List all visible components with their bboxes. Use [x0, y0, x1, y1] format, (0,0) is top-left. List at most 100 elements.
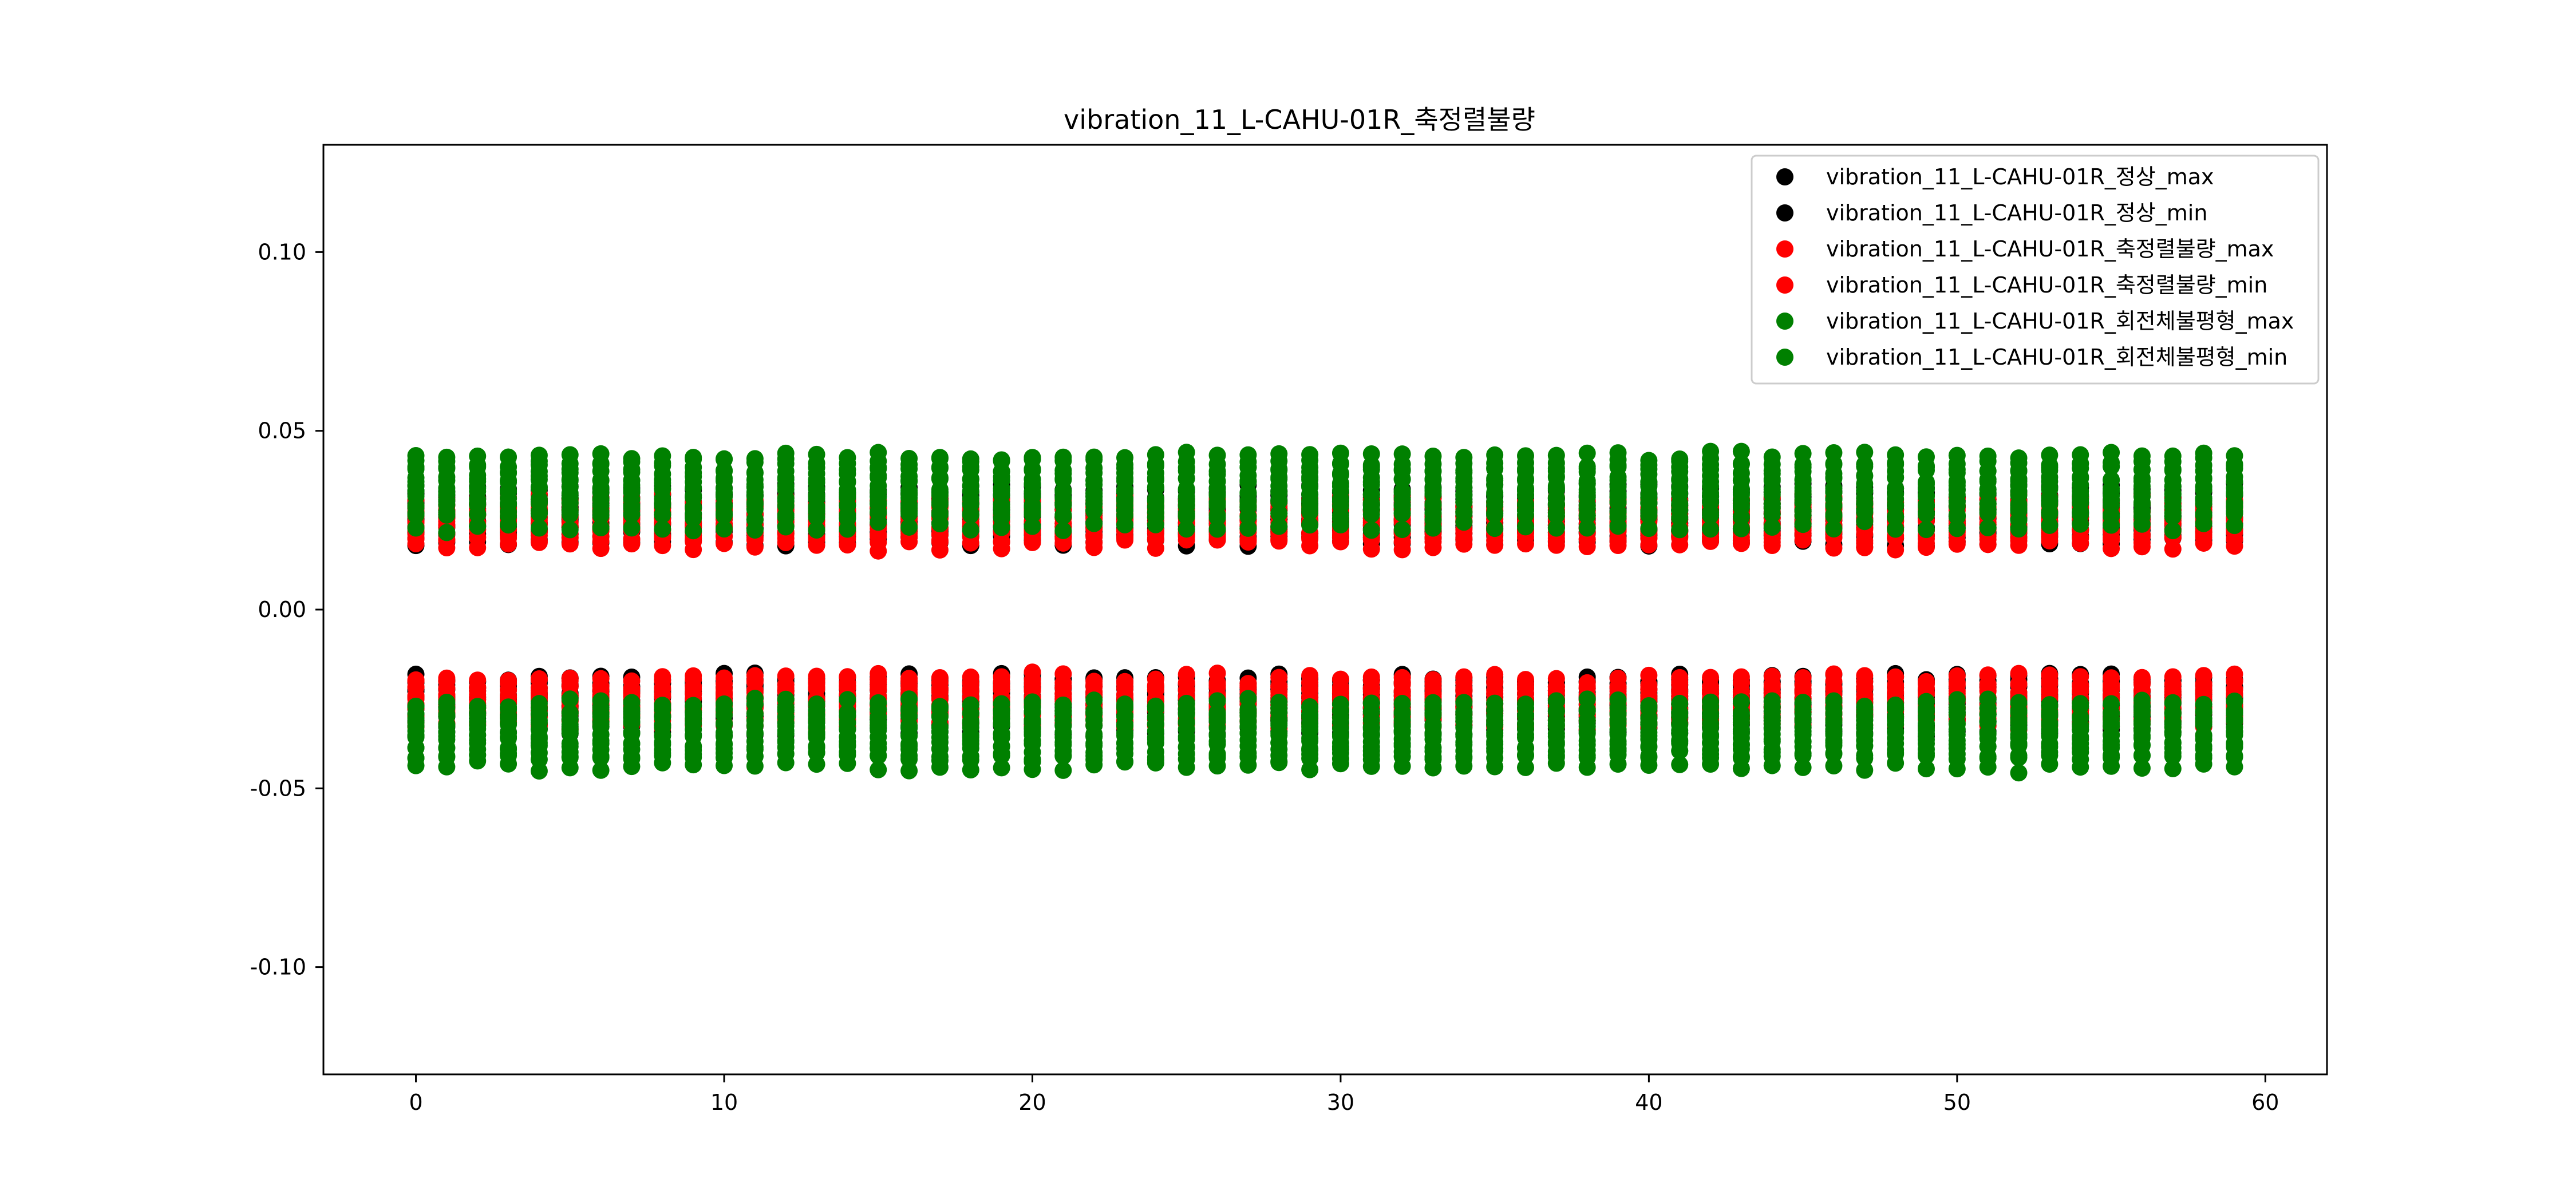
- series-5-point: [2041, 716, 2059, 734]
- series-4-point: [962, 521, 979, 539]
- series-3-point: [2010, 675, 2028, 693]
- series-5-point: [1979, 699, 1997, 717]
- series-5-point: [1178, 700, 1195, 718]
- series-4-point: [1948, 520, 1966, 537]
- series-4-point: [839, 454, 856, 472]
- series-4-point: [716, 450, 733, 468]
- series-5-point: [1640, 709, 1658, 726]
- series-3-point: [685, 678, 702, 695]
- series-4-point: [777, 489, 795, 507]
- series-4-point: [1393, 455, 1411, 473]
- series-5-point: [1609, 699, 1627, 717]
- series-4-point: [777, 462, 795, 480]
- series-4-point: [993, 499, 1010, 516]
- series-3-point: [2195, 677, 2212, 694]
- series-3-point: [1640, 666, 1658, 684]
- series-5-point: [900, 719, 918, 737]
- series-5-point: [500, 701, 517, 718]
- series-4-point: [1301, 452, 1319, 469]
- series-5-point: [716, 727, 733, 745]
- series-3-point: [1301, 674, 1319, 691]
- series-3-point: [469, 678, 487, 696]
- series-3-point: [1671, 673, 1689, 691]
- series-4-point: [530, 452, 548, 470]
- series-4-point: [962, 453, 979, 470]
- series-4-point: [438, 524, 456, 541]
- series-4-point: [1486, 520, 1504, 537]
- series-4-point: [2072, 454, 2089, 472]
- series-5-point: [2133, 760, 2151, 777]
- series-4-point: [1578, 475, 1596, 493]
- series-4-point: [1054, 465, 1072, 483]
- series-5-point: [1547, 702, 1565, 720]
- series-5-point: [592, 761, 610, 779]
- series-4-point: [2195, 489, 2212, 507]
- series-4-point: [1732, 454, 1750, 472]
- series-5-point: [1270, 753, 1288, 770]
- series-5-point: [993, 759, 1010, 777]
- series-3-point: [1763, 678, 1781, 696]
- series-5-point: [1362, 703, 1380, 721]
- series-5-point: [1794, 701, 1812, 718]
- series-4-point: [1208, 456, 1226, 473]
- series-5-point: [1825, 692, 1843, 710]
- series-5-point: [1702, 698, 1720, 716]
- series-5-point: [1948, 699, 1966, 717]
- data-points: [407, 442, 2243, 782]
- series-5-point: [746, 695, 764, 713]
- series-3-point: [2133, 675, 2151, 693]
- series-5-point: [1517, 699, 1534, 717]
- series-3-point: [2164, 668, 2182, 686]
- series-5-point: [1085, 704, 1103, 722]
- series-3-point: [1147, 678, 1164, 695]
- series-4-point: [1147, 455, 1164, 473]
- series-4-point: [716, 520, 733, 538]
- series-5-point: [654, 700, 671, 718]
- series-4-point: [1301, 516, 1319, 534]
- series-3-point: [1054, 665, 1072, 683]
- series-4-point: [1918, 521, 1935, 539]
- series-4-point: [1856, 444, 1874, 461]
- series-3-point: [1332, 680, 1349, 698]
- series-3-point: [1455, 679, 1473, 697]
- series-5-point: [685, 706, 702, 723]
- series-4-point: [1239, 453, 1257, 471]
- series-5-point: [808, 701, 825, 719]
- series-4-point: [1455, 454, 1473, 472]
- series-4-point: [592, 455, 610, 473]
- series-4-point: [1085, 464, 1103, 482]
- series-5-point: [2072, 710, 2089, 727]
- series-5-point: [1332, 702, 1349, 719]
- series-3-point: [1948, 674, 1966, 692]
- series-4-point: [1332, 455, 1349, 473]
- series-4-point: [1825, 455, 1843, 473]
- series-4-point: [1270, 517, 1288, 535]
- series-5-point: [1424, 697, 1442, 714]
- series-4-point: [1918, 457, 1935, 475]
- series-4-point: [561, 521, 579, 539]
- series-5-point: [716, 700, 733, 718]
- series-3-point: [746, 673, 764, 691]
- chart-title: vibration_11_L-CAHU-01R_축정렬불량: [1064, 104, 1535, 135]
- series-5-point: [1054, 702, 1072, 719]
- series-4-point: [1578, 519, 1596, 537]
- series-4-point: [716, 462, 733, 480]
- series-3-point: [839, 674, 856, 692]
- series-4-point: [1825, 520, 1843, 538]
- series-4-point: [1085, 515, 1103, 532]
- series-5-point: [900, 700, 918, 718]
- series-4-point: [1178, 453, 1195, 470]
- series-4-point: [1640, 456, 1658, 474]
- series-5-point: [623, 700, 641, 718]
- series-3-point: [530, 671, 548, 689]
- series-4-point: [2195, 449, 2212, 466]
- series-3-point: [1794, 681, 1812, 698]
- series-4-point: [1640, 520, 1658, 537]
- series-4-point: [1702, 450, 1720, 468]
- series-3-point: [1054, 679, 1072, 697]
- series-4-point: [1671, 521, 1689, 539]
- series-3-point: [1208, 674, 1226, 692]
- series-4-point: [2195, 462, 2212, 480]
- series-4-point: [2164, 522, 2182, 540]
- series-5-point: [1116, 753, 1133, 771]
